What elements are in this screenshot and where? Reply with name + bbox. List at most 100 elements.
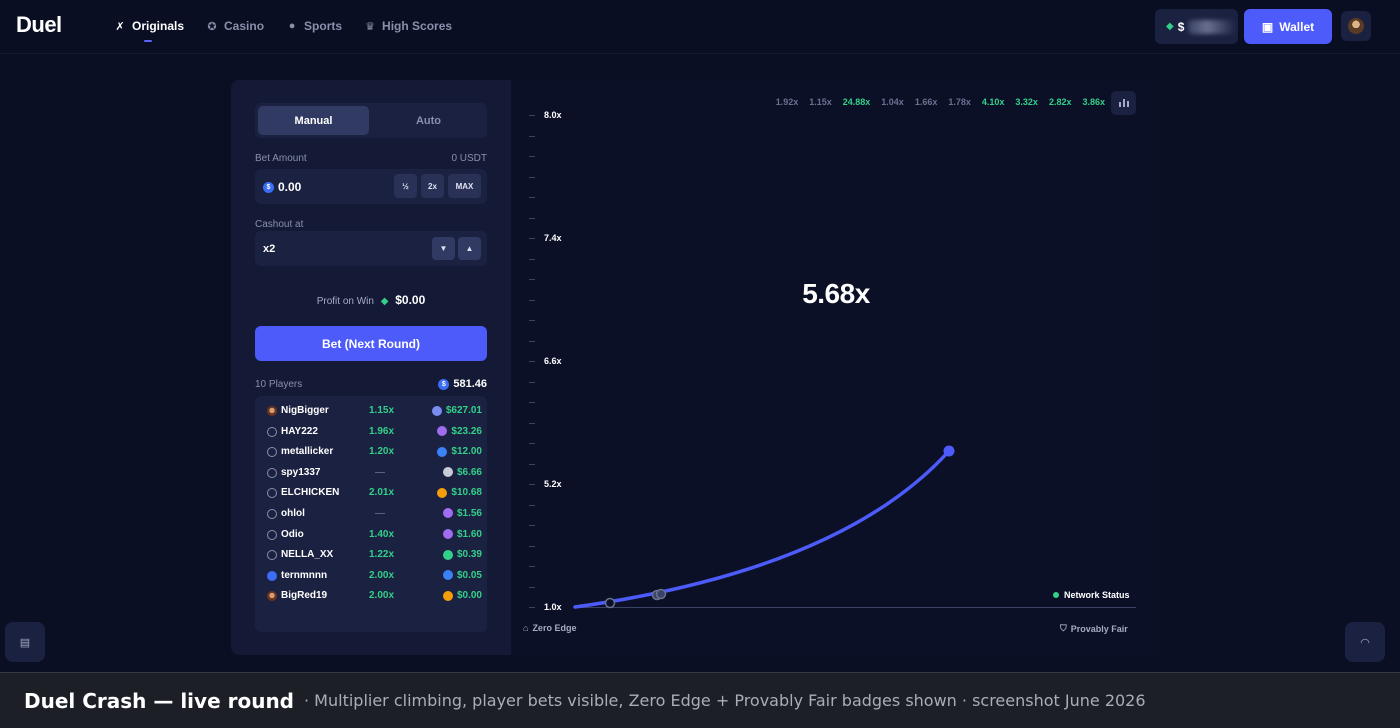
history-multiplier[interactable]: 3.32x [1015, 97, 1038, 107]
bet-amount-input[interactable]: $ 0.00 [263, 180, 301, 194]
chip-icon: ✪ [207, 20, 217, 33]
players-count: 10 Players [255, 379, 303, 390]
player-name[interactable]: spy1337 [281, 466, 321, 478]
players-list: NigBigger 1.15x $627.01 HAY222 1.96x $23.26 me… [255, 396, 487, 632]
history-multiplier[interactable]: 1.66x [914, 97, 938, 107]
wallet-button[interactable]: ▣ Wallet [1244, 9, 1332, 44]
history-multiplier[interactable]: 1.78x [948, 97, 971, 107]
player-name[interactable]: ternmnnn [281, 569, 328, 581]
caption-title: Duel Crash — live round [24, 688, 294, 713]
crypto-coin-icon [442, 570, 453, 581]
support-button[interactable]: ◠ [1345, 622, 1385, 662]
history-multiplier[interactable]: 1.15x [809, 97, 832, 107]
bet-amount-field[interactable]: $ 0.00 ½ 2x MAX [255, 169, 487, 204]
player-amount: $0.39 [442, 549, 482, 560]
player-name[interactable]: ELCHICKEN [281, 487, 340, 499]
crypto-coin-icon [442, 529, 453, 540]
crypto-coin-icon [442, 549, 453, 560]
y-axis-tick [529, 484, 535, 485]
bet-button[interactable]: Bet (Next Round) [255, 326, 487, 361]
nav-label: High Scores [382, 19, 453, 33]
player-amount: $1.60 [442, 529, 482, 540]
balance-blurred-value [1188, 19, 1237, 34]
player-name[interactable]: BigRed19 [281, 590, 328, 602]
player-avatar-icon [267, 508, 277, 519]
nav-high-scores[interactable]: ♛ High Scores [364, 19, 452, 33]
player-avatar-icon [267, 406, 277, 416]
player-multiplier: — [375, 507, 385, 519]
history-multiplier[interactable]: 1.04x [881, 97, 904, 107]
player-amount-value: $10.68 [451, 487, 482, 499]
usd-coin-icon: $ [263, 181, 274, 193]
player-row: ternmnnn 2.00x $0.05 [255, 566, 487, 587]
y-axis-tick [529, 525, 535, 526]
player-avatar-icon [267, 550, 277, 561]
max-bet-button[interactable]: MAX [448, 174, 481, 198]
y-axis-tick [529, 136, 535, 137]
network-status[interactable]: Network Status [1053, 590, 1130, 600]
y-axis-tick [529, 238, 535, 239]
player-avatar-icon [267, 467, 277, 478]
chat-icon: ▤ [19, 636, 31, 649]
ball-icon: ● [288, 20, 296, 32]
player-amount-value: $0.05 [456, 569, 482, 581]
avatar-image [1348, 18, 1364, 34]
stats-button[interactable] [1111, 91, 1136, 115]
user-avatar[interactable] [1341, 11, 1371, 41]
history-multiplier[interactable]: 3.86x [1082, 97, 1105, 107]
player-amount: $0.00 [442, 590, 482, 601]
duel-logo[interactable]: Duel [16, 12, 62, 37]
player-row: HAY222 1.96x $23.26 [255, 422, 487, 443]
cashout-increase-button[interactable]: ▲ [458, 237, 481, 260]
player-multiplier: 1.96x [369, 425, 395, 437]
x-axis-line [575, 607, 1136, 608]
zero-edge-badge[interactable]: ⌂ Zero Edge [523, 623, 576, 633]
history-multiplier[interactable]: 24.88x [842, 97, 871, 107]
half-bet-button[interactable]: ½ [394, 174, 417, 198]
crypto-coin-icon [431, 405, 442, 416]
nav-sports[interactable]: ● Sports [286, 19, 342, 33]
players-total-value: 581.46 [453, 378, 487, 390]
player-avatar-icon [267, 426, 277, 437]
player-name[interactable]: HAY222 [281, 425, 318, 437]
mode-tabs: Manual Auto [255, 103, 487, 138]
history-multiplier[interactable]: 4.10x [981, 97, 1005, 107]
headset-icon: ◠ [1360, 636, 1370, 649]
player-name[interactable]: NigBigger [281, 405, 329, 416]
y-axis-tick [529, 566, 535, 567]
provably-fair-badge[interactable]: ⛉ Provably Fair [1060, 623, 1128, 634]
cashout-decrease-button[interactable]: ▼ [432, 237, 455, 260]
y-axis-tick [529, 464, 535, 465]
profit-on-win: Profit on Win ◆ $0.00 [255, 293, 487, 307]
player-amount-value: $627.01 [445, 405, 482, 416]
player-row: ohlol — $1.56 [255, 504, 487, 525]
bar-chart-icon [1126, 101, 1129, 107]
percent-icon: ✗ [115, 20, 125, 33]
cashout-value[interactable]: x2 [263, 243, 276, 255]
tab-manual[interactable]: Manual [258, 106, 369, 135]
player-name[interactable]: Odio [281, 528, 304, 540]
player-multiplier: 2.00x [369, 569, 395, 581]
history-multiplier[interactable]: 1.92x [775, 97, 799, 107]
player-multiplier: — [375, 466, 385, 478]
player-multiplier: 1.40x [369, 528, 395, 540]
player-name[interactable]: ohlol [281, 507, 305, 519]
double-bet-button[interactable]: 2x [421, 174, 444, 198]
nav-casino[interactable]: ✪ Casino [206, 19, 264, 33]
cashout-field[interactable]: x2 ▼ ▲ [255, 231, 487, 266]
nav-originals[interactable]: ✗ Originals [114, 19, 184, 42]
y-axis-label: 6.6x [544, 356, 562, 366]
player-name[interactable]: NELLA_XX [281, 549, 334, 561]
y-axis-tick [529, 300, 535, 301]
chat-button[interactable]: ▤ [5, 622, 45, 662]
y-axis-tick [529, 279, 535, 280]
player-name[interactable]: metallicker [281, 446, 334, 458]
crypto-coin-icon [437, 446, 448, 457]
crypto-coin-icon [442, 467, 453, 478]
tab-auto[interactable]: Auto [415, 114, 442, 127]
wallet-label: Wallet [1279, 19, 1315, 34]
balance-display[interactable]: ◆ $ [1155, 9, 1238, 44]
chevron-up-icon: ▲ [465, 244, 474, 253]
nav-label: Casino [224, 19, 265, 33]
history-multiplier[interactable]: 2.82x [1048, 97, 1072, 107]
